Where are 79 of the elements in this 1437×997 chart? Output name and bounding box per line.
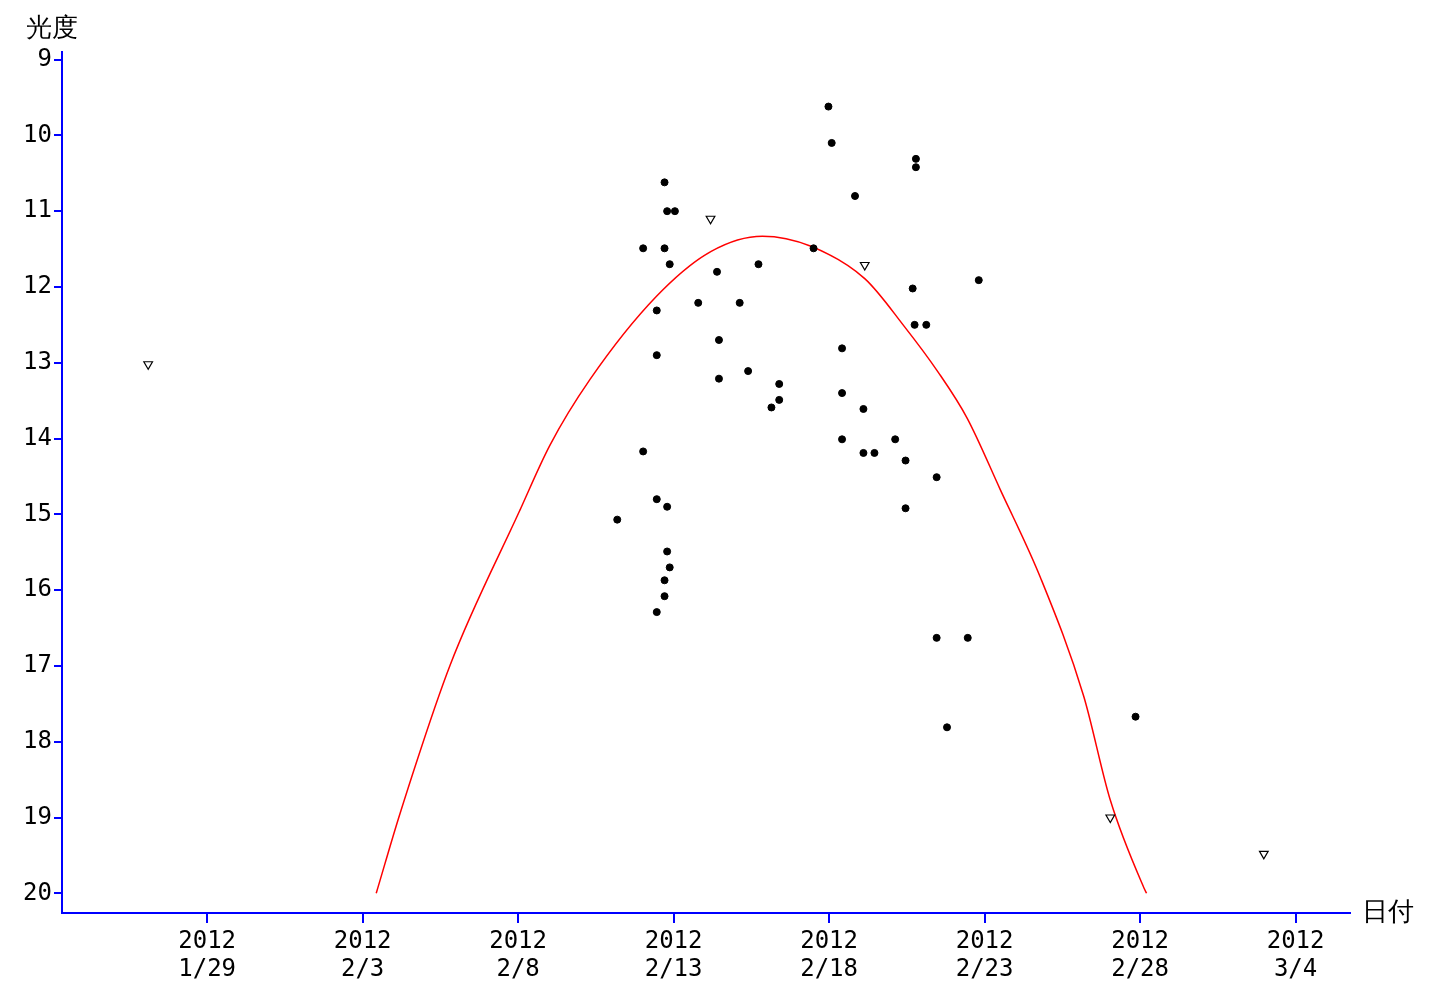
point [932, 473, 941, 482]
point [908, 284, 917, 293]
point [767, 403, 776, 412]
point [143, 361, 154, 370]
point [775, 395, 784, 404]
y-tick-label: 20 [23, 877, 52, 906]
x-axis-title: 日付 [1362, 895, 1414, 926]
point [943, 723, 952, 732]
point [665, 563, 674, 572]
x-tick-label: 2012 3/4 [1266, 925, 1325, 983]
point [735, 298, 744, 307]
point [639, 244, 648, 253]
point [713, 267, 722, 276]
point [639, 447, 648, 456]
y-tick-label: 12 [23, 271, 52, 300]
y-tick-label: 18 [23, 725, 52, 754]
line-series [375, 235, 1148, 895]
point [670, 207, 679, 216]
point [910, 320, 919, 329]
x-tick-label: 2012 2/28 [1111, 925, 1169, 983]
point [714, 374, 723, 383]
point [851, 192, 860, 201]
x-tick-label: 2012 2/3 [333, 925, 392, 983]
point [891, 435, 900, 444]
point [901, 456, 910, 465]
point [1258, 850, 1269, 860]
point [660, 178, 669, 187]
y-tick-label: 10 [23, 119, 52, 148]
point [859, 261, 870, 271]
point [652, 495, 661, 504]
point [665, 260, 674, 269]
point [613, 515, 622, 524]
x-tick-label: 2012 2/8 [489, 925, 548, 983]
point [911, 163, 920, 172]
point [838, 389, 847, 398]
x-tick-label: 2012 2/13 [644, 925, 703, 983]
point [652, 351, 661, 360]
point [660, 244, 669, 253]
point [754, 260, 763, 269]
point [838, 435, 847, 444]
point [775, 379, 784, 388]
y-tick-label: 19 [23, 801, 52, 830]
point [663, 207, 672, 216]
point [652, 608, 661, 617]
point [911, 154, 920, 163]
point [963, 633, 972, 642]
point [827, 138, 836, 147]
point [859, 404, 868, 413]
point [694, 298, 703, 307]
point [932, 633, 941, 642]
point [1105, 814, 1116, 824]
point [714, 336, 723, 345]
point [663, 502, 672, 511]
y-tick-label: 17 [23, 650, 52, 679]
point [809, 244, 818, 253]
y-tick-label: 15 [23, 498, 52, 527]
y-tick-label: 9 [37, 43, 52, 72]
point [652, 306, 661, 315]
point [660, 576, 669, 585]
point [922, 320, 931, 329]
point [744, 367, 753, 376]
y-tick-label: 13 [23, 346, 52, 375]
y-tick-label: 16 [23, 574, 52, 603]
point [838, 344, 847, 353]
x-tick-label: 2012 2/23 [955, 925, 1014, 983]
point [870, 448, 879, 457]
x-tick-label: 2012 2/18 [800, 925, 858, 983]
point [974, 276, 983, 285]
point [901, 504, 910, 513]
point [1131, 712, 1140, 721]
y-tick-label: 14 [23, 422, 52, 451]
x-tick-label: 2012 1/29 [178, 925, 237, 983]
point [705, 215, 716, 225]
point [660, 592, 669, 601]
y-tick-label: 11 [23, 195, 52, 224]
point [859, 448, 868, 457]
point [663, 547, 672, 556]
y-axis-title: 光度 [26, 11, 78, 42]
point [824, 102, 833, 111]
